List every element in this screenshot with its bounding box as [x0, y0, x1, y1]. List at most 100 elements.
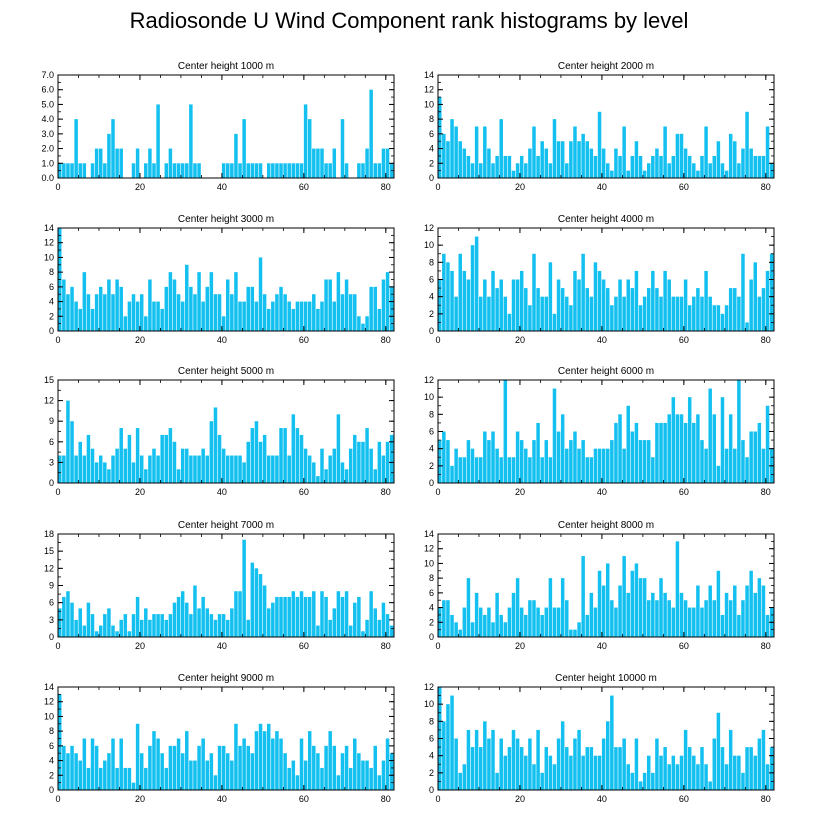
bar: [630, 772, 635, 790]
x-tick-label: 0: [55, 641, 60, 651]
bar: [728, 288, 733, 331]
bar: [446, 141, 450, 178]
bar: [442, 600, 446, 637]
bar: [176, 469, 181, 483]
bar: [610, 305, 614, 331]
bar: [213, 294, 218, 331]
bar: [242, 301, 246, 331]
bar: [279, 286, 283, 331]
bar: [185, 731, 189, 790]
bar: [507, 313, 512, 331]
bar: [193, 455, 197, 483]
bar: [279, 596, 283, 637]
bar: [316, 308, 320, 331]
bar: [144, 767, 148, 790]
y-tick-label: 4: [429, 292, 434, 302]
bar: [369, 89, 373, 178]
y-tick-label: 3: [49, 457, 54, 467]
bar: [540, 772, 544, 790]
bar: [696, 170, 700, 178]
y-tick-label: 0: [429, 478, 434, 488]
bar: [98, 625, 103, 637]
bar: [148, 745, 152, 790]
bar: [336, 414, 341, 483]
bar: [377, 163, 382, 178]
bar: [193, 760, 197, 790]
x-tick-label: 60: [679, 487, 689, 497]
bar: [593, 262, 598, 331]
bar: [765, 764, 770, 790]
bar: [458, 629, 462, 637]
bar: [107, 133, 111, 178]
bar: [262, 731, 267, 790]
bar: [373, 745, 378, 790]
bar: [180, 163, 185, 178]
bar: [111, 455, 115, 483]
histogram-panel-3: Center height 3000 m 0 2 4 6 8 10 12 14 0 20 40 60 80: [44, 214, 395, 345]
bar: [381, 455, 386, 483]
bar: [507, 155, 512, 178]
bar: [487, 296, 491, 331]
bar: [98, 286, 103, 331]
bar: [704, 448, 708, 483]
bar: [724, 170, 729, 178]
bar: [675, 541, 680, 637]
bar: [540, 457, 544, 483]
bar: [66, 163, 70, 178]
bar: [696, 414, 700, 483]
bar: [82, 738, 87, 790]
bar: [185, 602, 189, 637]
bar: [148, 619, 152, 637]
bar: [221, 614, 226, 637]
bar: [556, 607, 561, 637]
bar: [271, 301, 275, 331]
bar: [287, 163, 291, 178]
bar: [58, 608, 62, 637]
bar: [728, 600, 733, 637]
bar: [442, 721, 446, 790]
bar: [569, 440, 573, 483]
bar: [659, 155, 663, 178]
bar: [86, 767, 91, 790]
bar: [369, 591, 373, 637]
x-tick-label: 0: [435, 182, 440, 192]
bar: [246, 745, 250, 790]
bar: [344, 469, 349, 483]
bar: [324, 596, 328, 637]
bar: [275, 596, 279, 637]
bar: [361, 441, 365, 483]
bar: [474, 729, 479, 790]
bar: [499, 614, 503, 637]
bar: [357, 441, 361, 483]
bar: [312, 148, 316, 178]
bar: [312, 462, 316, 483]
bar: [66, 591, 70, 637]
bar: [577, 729, 581, 790]
x-tick-label: 80: [381, 182, 391, 192]
bar: [332, 148, 337, 178]
bar: [176, 163, 181, 178]
bar: [98, 455, 103, 483]
y-tick-label: 12: [44, 697, 54, 707]
bar: [532, 440, 536, 483]
bar: [152, 163, 156, 178]
bar: [565, 448, 569, 483]
bar: [74, 301, 78, 331]
bar: [230, 294, 234, 331]
x-tick-label: 0: [55, 182, 60, 192]
bar: [692, 296, 696, 331]
bar: [357, 316, 361, 331]
bar: [503, 622, 508, 637]
y-tick-label: 2: [429, 309, 434, 319]
bar: [78, 308, 82, 331]
bar: [700, 296, 704, 331]
bar: [724, 305, 729, 331]
x-tick-label: 60: [679, 641, 689, 651]
bar: [536, 729, 540, 790]
bar: [560, 288, 565, 331]
bar: [127, 767, 132, 790]
bar: [238, 301, 242, 331]
bar: [156, 301, 160, 331]
bar: [470, 448, 475, 483]
y-tick-label: 6: [429, 427, 434, 437]
